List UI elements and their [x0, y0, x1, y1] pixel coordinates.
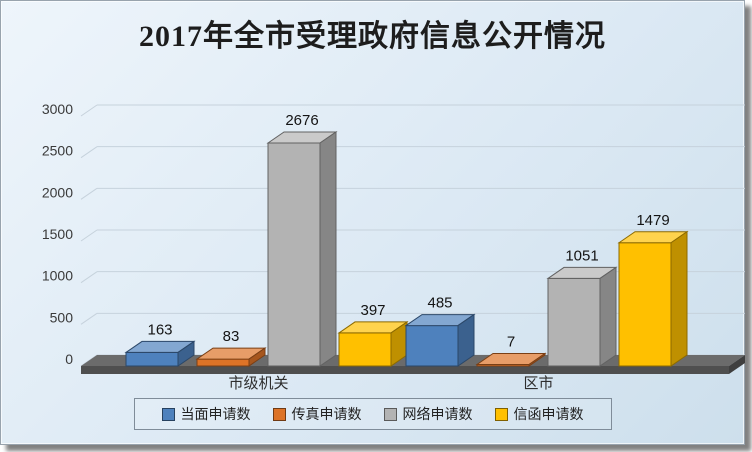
bar-series3-cat1 [618, 242, 672, 367]
y-axis-tick-label: 2000 [42, 184, 73, 200]
bar-value-label: 163 [147, 321, 172, 338]
bar-value-label: 1479 [636, 212, 669, 229]
legend-label-3: 信函申请数 [513, 406, 584, 422]
legend-swatch-0 [161, 407, 175, 421]
y-axis-tick-label: 1500 [42, 226, 73, 242]
bar-series2-cat1 [547, 277, 601, 367]
floor-side [729, 355, 745, 374]
bar-series0-cat0 [125, 351, 179, 367]
legend-swatch-1 [272, 407, 286, 421]
gridline-side [80, 229, 98, 242]
y-axis-tick-label: 1000 [42, 268, 73, 284]
legend-item-3: 信函申请数 [494, 404, 584, 424]
legend-item-1: 传真申请数 [272, 404, 362, 424]
y-axis-tick-label: 3000 [42, 101, 73, 117]
bar-value-label: 397 [360, 302, 385, 319]
bar-side-series0-cat1 [457, 313, 475, 367]
x-axis-category-label-0: 市级机关 [228, 375, 288, 392]
bar-value-label: 2676 [285, 112, 318, 129]
bar-side-series3-cat1 [670, 230, 688, 367]
bar-series0-cat1 [405, 325, 459, 367]
bar-side-series2-cat0 [319, 131, 337, 367]
bar-series3-cat0 [338, 332, 392, 367]
legend-label-2: 网络申请数 [402, 406, 473, 422]
bar-value-label: 83 [223, 328, 240, 345]
bar-series2-cat0 [267, 142, 321, 367]
bar-value-label: 7 [507, 334, 515, 351]
gridline-side [80, 312, 98, 325]
floor-front [81, 366, 729, 374]
gridline-side [80, 271, 98, 284]
legend-swatch-3 [494, 407, 508, 421]
legend-item-0: 当面申请数 [161, 404, 251, 424]
gridline-side [80, 104, 98, 117]
chart-title: 2017年全市受理政府信息公开情况 [139, 20, 606, 53]
plot-area: 0 500 1000 1500 2000 2500 3000 163 83 2676 397 市级机关… [42, 101, 745, 392]
legend-label-1: 传真申请数 [291, 406, 362, 422]
gridline-side [80, 187, 98, 200]
bar-series1-cat0 [196, 358, 250, 367]
bar-side-series2-cat1 [599, 266, 617, 367]
gridline-side [80, 146, 98, 159]
y-axis-tick-label: 2500 [42, 143, 73, 159]
legend-swatch-2 [383, 407, 397, 421]
bar-side-series1-cat0 [248, 347, 266, 367]
y-axis-tick-label: 500 [50, 309, 74, 325]
bar-value-label: 1051 [565, 247, 598, 264]
bar-side-series0-cat0 [177, 340, 195, 367]
legend-label-0: 当面申请数 [180, 406, 251, 422]
x-axis-category-label-1: 区市 [523, 375, 553, 392]
bar-side-series1-cat1 [528, 352, 546, 367]
y-axis-tick-label: 0 [65, 351, 73, 367]
legend: 当面申请数 传真申请数 网络申请数 信函申请数 [133, 398, 612, 430]
legend-item-2: 网络申请数 [383, 404, 473, 424]
bar-value-label: 485 [427, 295, 452, 312]
chart[interactable]: 2017年全市受理政府信息公开情况 0 500 1000 1500 2000 2500 30… [0, 0, 745, 445]
